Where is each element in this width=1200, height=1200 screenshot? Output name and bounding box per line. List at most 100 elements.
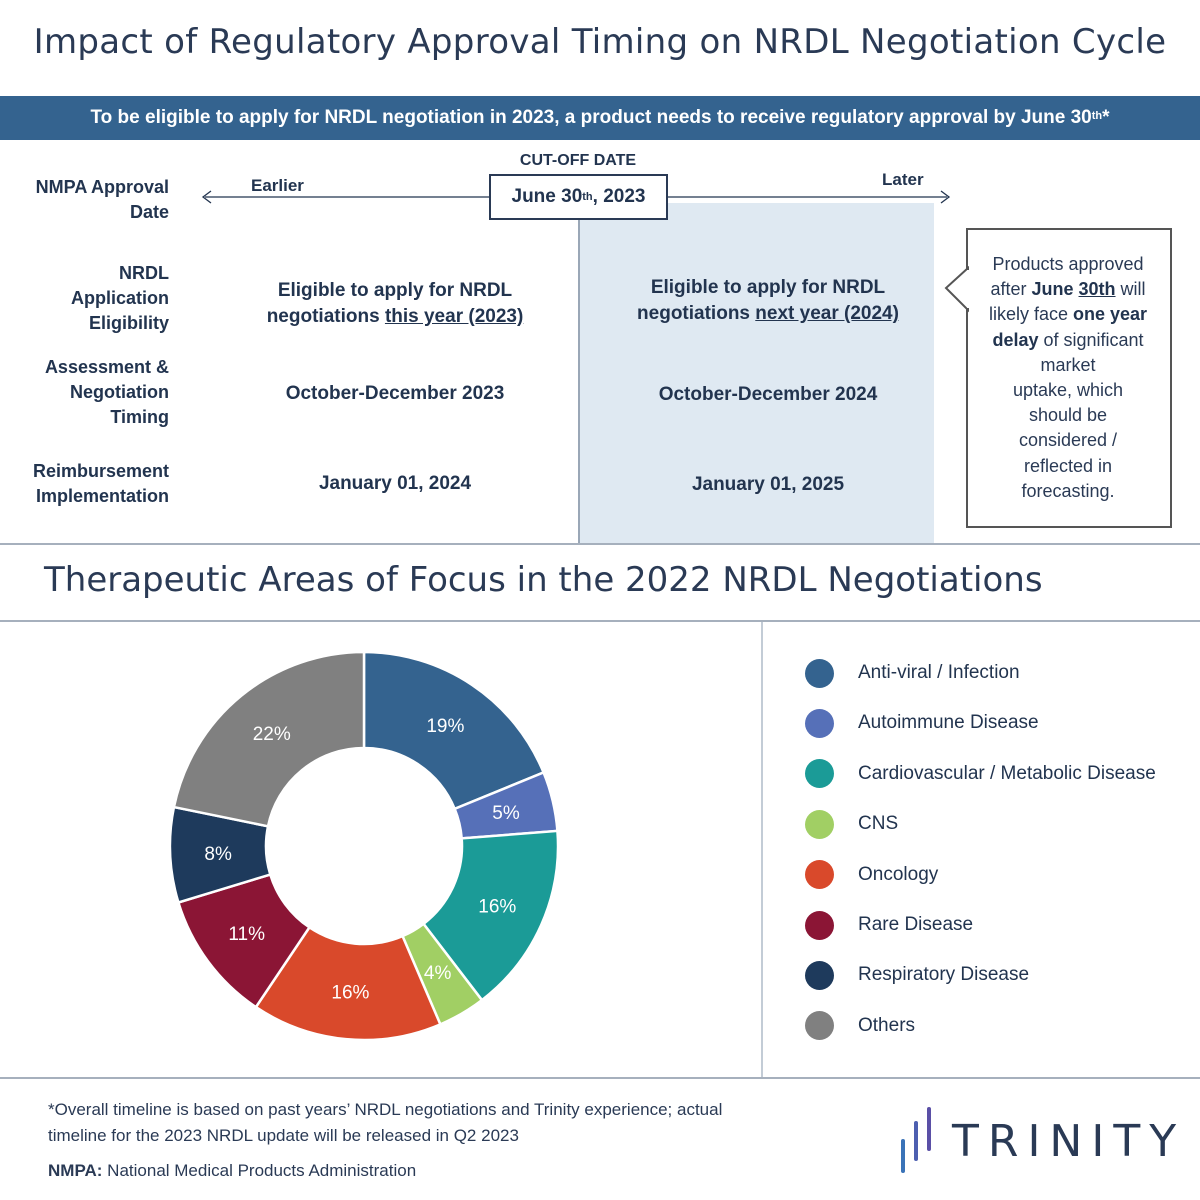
- note-line: considered /: [1018, 430, 1118, 451]
- row-label-line: Date: [129, 202, 169, 222]
- chart-legend-divider: [761, 622, 763, 1077]
- cutoff-date-year: , 2023: [592, 186, 646, 207]
- logo-bar: [901, 1139, 905, 1173]
- note-line: likely face one year: [968, 302, 1168, 327]
- trinity-logo-icon: [901, 1107, 931, 1173]
- legend-label: Autoimmune Disease: [858, 712, 1039, 734]
- abbreviation-definition: National Medical Products Administration: [102, 1161, 417, 1180]
- earlier-label: Earlier: [251, 176, 304, 195]
- section-divider: [0, 620, 1200, 622]
- row-label-line: Implementation: [35, 486, 169, 506]
- legend-swatch: [805, 860, 834, 890]
- legend-swatch: [805, 708, 834, 738]
- legend-item: Cardiovascular / Metabolic Disease: [805, 759, 1156, 789]
- note-line: delay of significant: [968, 328, 1168, 353]
- donut-slice-others: [172, 650, 366, 828]
- cell-text: negotiations: [266, 306, 385, 327]
- note-line: reflected in: [1023, 455, 1113, 476]
- row-label-line: Application: [71, 288, 169, 308]
- eligibility-banner: To be eligible to apply for NRDL negotia…: [0, 96, 1200, 140]
- earlier-eligibility: Eligible to apply for NRDL negotiations …: [215, 278, 575, 330]
- donut-slice-cardiovascular-metabolic-disease: [421, 829, 560, 1002]
- banner-text: To be eligible to apply for NRDL negotia…: [90, 107, 1092, 128]
- cutoff-label: CUT-OFF DATE: [519, 152, 637, 169]
- row-label-line: NMPA Approval: [35, 177, 169, 197]
- note-bold: delay: [992, 329, 1039, 350]
- legend-item: Rare Disease: [805, 910, 973, 940]
- page-title: Impact of Regulatory Approval Timing on …: [33, 22, 1167, 62]
- donut-data-label: 11%: [228, 924, 265, 945]
- note-line: after June 30th will: [968, 277, 1168, 302]
- legend-swatch: [805, 1011, 834, 1041]
- logo-bar: [927, 1107, 931, 1151]
- abbreviation-note: NMPA: National Medical Products Administ…: [48, 1161, 416, 1181]
- cutoff-date-text: June 30: [511, 186, 583, 207]
- legend-label: CNS: [858, 813, 899, 835]
- row-label-line: Timing: [110, 407, 169, 427]
- note-line: should be: [1028, 405, 1108, 426]
- footnote-line: *Overall timeline is based on past years…: [48, 1100, 723, 1119]
- donut-data-label: 19%: [426, 716, 464, 737]
- donut-data-label: 4%: [424, 963, 452, 984]
- later-column-background: [579, 203, 934, 543]
- note-line: market: [1040, 354, 1096, 375]
- legend-item: Anti-viral / Infection: [805, 658, 1020, 688]
- callout-pointer: [944, 266, 970, 313]
- note-text: of significant: [1038, 329, 1144, 350]
- note-text: likely face: [988, 304, 1073, 325]
- callout-box: [966, 228, 1172, 528]
- donut-data-label: 8%: [204, 844, 232, 865]
- legend-item: Autoimmune Disease: [805, 708, 1039, 738]
- legend-label: Respiratory Disease: [858, 964, 1030, 986]
- footnote-line: timeline for the 2023 NRDL update will b…: [48, 1126, 519, 1145]
- donut-data-label: 16%: [331, 982, 369, 1003]
- row-label-line: Assessment &: [44, 357, 169, 377]
- cell-underlined: this year (2023): [384, 306, 524, 327]
- callout-text: Products approved after June 30th will l…: [968, 252, 1168, 504]
- trinity-logo-text: TRINITY: [952, 1116, 1186, 1167]
- earlier-assessment: October-December 2023: [285, 383, 505, 404]
- cell-text: negotiations: [637, 303, 756, 324]
- cell-line: Eligible to apply for NRDL: [277, 280, 513, 301]
- later-eligibility: Eligible to apply for NRDL negotiations …: [588, 275, 948, 327]
- legend-label: Others: [858, 1014, 916, 1036]
- later-label: Later: [882, 170, 924, 189]
- donut-chart: 19% 5% 16% 4% 16% 11% 8% 22%: [168, 650, 560, 1042]
- legend-label: Anti-viral / Infection: [858, 662, 1020, 683]
- banner-suffix: *: [1102, 107, 1110, 128]
- row-label-reimbursement: Reimbursement Implementation: [33, 459, 169, 509]
- note-bold: one year: [1073, 304, 1148, 325]
- footer-divider: [0, 1077, 1200, 1079]
- cell-line: Eligible to apply for NRDL: [650, 277, 886, 298]
- row-label-line: NRDL: [119, 263, 169, 283]
- later-assessment: October-December 2024: [658, 384, 878, 405]
- legend-swatch: [805, 910, 834, 940]
- legend-item: Others: [805, 1011, 915, 1041]
- banner-sup: th: [1091, 110, 1103, 122]
- note-bold: June: [1031, 279, 1079, 300]
- later-reimbursement: January 01, 2025: [691, 474, 845, 495]
- footnote: *Overall timeline is based on past years…: [48, 1097, 828, 1149]
- row-label-assessment: Assessment & Negotiation Timing: [45, 355, 169, 430]
- donut-data-label: 5%: [492, 803, 520, 824]
- note-line: Products approved: [992, 254, 1144, 274]
- legend-label: Rare Disease: [858, 914, 974, 935]
- donut-slice-anti-viral-infection: [362, 650, 546, 811]
- cutoff-divider: [578, 203, 580, 543]
- note-bold-underlined: 30th: [1078, 279, 1116, 300]
- earlier-reimbursement: January 01, 2024: [318, 473, 472, 494]
- donut-slice-oncology: [254, 925, 442, 1042]
- legend-label: Oncology: [858, 863, 939, 885]
- note-text: after: [990, 279, 1032, 300]
- section-title: Therapeutic Areas of Focus in the 2022 N…: [44, 560, 1043, 600]
- cell-line: negotiations next year (2024): [588, 301, 948, 327]
- row-label-line: Negotiation: [70, 382, 169, 402]
- row-label-line: Reimbursement: [32, 461, 169, 481]
- note-line: forecasting.: [1021, 480, 1115, 501]
- legend-item: CNS: [805, 809, 898, 839]
- section-divider: [0, 543, 1200, 545]
- legend-swatch: [805, 809, 834, 839]
- legend-item: Respiratory Disease: [805, 960, 1029, 990]
- cell-underlined: next year (2024): [755, 303, 899, 324]
